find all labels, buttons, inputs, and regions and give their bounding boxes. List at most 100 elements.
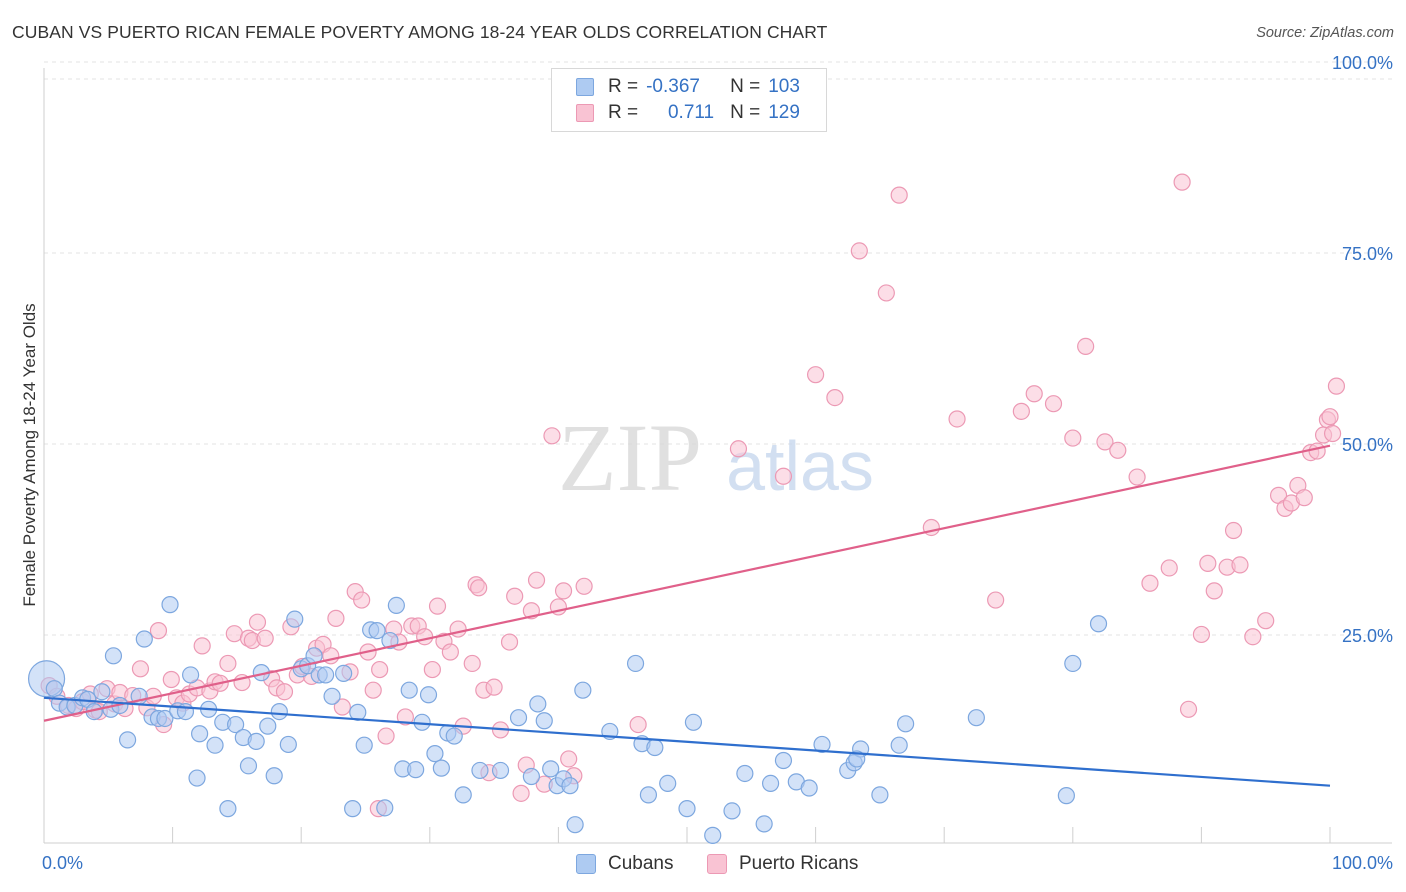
cuban-point-99 [1057, 787, 1075, 805]
pr-point-97 [1044, 395, 1063, 413]
cuban-point-81 [678, 800, 696, 818]
pr-point-23 [193, 637, 211, 655]
pr-point-102 [1128, 468, 1146, 486]
cuban-point-55 [407, 761, 425, 779]
chart-source: Source: ZipAtlas.com [1256, 25, 1394, 41]
cuban-point-61 [445, 727, 463, 745]
cuban-point-34 [265, 767, 283, 785]
pr-point-60 [428, 597, 447, 615]
cuban-point-49 [368, 622, 386, 640]
pr-point-73 [506, 587, 524, 605]
pr-point-28 [225, 625, 243, 643]
cuban-point-37 [286, 610, 304, 628]
cuban-point-82 [684, 713, 703, 731]
cuban-point-44 [335, 664, 353, 682]
cuban-point-74 [574, 681, 592, 699]
pr-point-95 [1012, 402, 1030, 420]
cuban-point-78 [639, 786, 658, 804]
cuban-point-25 [206, 736, 224, 754]
cuban-point-97 [897, 715, 915, 733]
pr-n-label: N = [730, 102, 761, 123]
y-axis-label: Female Poverty Among 18-24 Year Olds [20, 303, 39, 607]
cuban-point-102 [848, 750, 866, 768]
pr-r-label: R = [608, 102, 639, 123]
pr-point-65 [463, 654, 481, 673]
cuban-point-10 [104, 647, 123, 665]
bottom-cubans-swatch [576, 854, 596, 874]
cuban-point-17 [156, 709, 174, 728]
cuban-point-47 [355, 736, 373, 754]
cuban-point-14 [135, 630, 153, 648]
cuban-point-80 [659, 774, 677, 793]
cuban-point-68 [535, 712, 553, 730]
pr-point-126 [1327, 377, 1346, 395]
x-tick-label-max: 100.0% [1332, 853, 1393, 873]
pr-point-62 [441, 643, 459, 661]
cuban-point-66 [522, 767, 540, 786]
cuban-point-51 [381, 631, 399, 650]
x-tick-label-min: 0.0% [42, 853, 83, 873]
cuban-point-59 [432, 759, 450, 777]
pr-point-48 [353, 591, 371, 609]
pr-point-36 [275, 683, 294, 701]
bottom-legend-cubans: Cubans [576, 851, 674, 877]
cuban-point-100 [1064, 654, 1082, 673]
cuban-point-52 [387, 596, 405, 614]
cubans-swatch [576, 78, 594, 96]
bottom-pr-label: Puerto Ricans [739, 853, 859, 874]
pr-regression-line [43, 444, 1331, 722]
pr-point-70 [485, 678, 503, 696]
pr-point-87 [806, 366, 825, 384]
pr-point-93 [948, 410, 966, 428]
cubans-n-label: N = [730, 76, 761, 97]
pr-point-67 [470, 579, 488, 597]
pr-point-44 [327, 609, 345, 627]
pr-point-33 [256, 629, 274, 647]
pr-point-88 [826, 388, 844, 407]
pr-r-value: 0.711 [667, 102, 715, 123]
cuban-point-83 [704, 826, 722, 844]
cuban-point-84 [723, 802, 741, 820]
cuban-point-63 [471, 761, 489, 780]
pr-point-128 [560, 750, 578, 768]
pr-point-81 [554, 582, 573, 600]
watermark-zip: ZIP [558, 404, 702, 511]
pr-point-79 [543, 427, 561, 445]
pr-point-59 [423, 660, 441, 679]
chart-title: CUBAN VS PUERTO RICAN FEMALE POVERTY AMO… [12, 22, 828, 42]
pr-point-96 [1025, 385, 1043, 403]
y-tick-label-25: 25.0% [1342, 626, 1393, 646]
cuban-point-73 [566, 816, 584, 834]
cuban-point-69 [542, 760, 560, 778]
pr-point-124 [1321, 408, 1339, 426]
pr-point-114 [1257, 612, 1275, 630]
cuban-regression-line [43, 696, 1331, 787]
axes [43, 68, 1392, 844]
cuban-point-72 [561, 777, 579, 795]
y-tick-label-100: 100.0% [1332, 53, 1393, 73]
pr-point-77 [527, 571, 546, 589]
pr-point-55 [396, 708, 414, 726]
pr-point-63 [449, 620, 467, 638]
pr-point-85 [729, 440, 748, 458]
cubans-r-value: -0.367 [646, 76, 700, 97]
cuban-point-90 [800, 779, 818, 797]
cuban-point-85 [736, 764, 754, 783]
cuban-point-27 [219, 800, 237, 818]
cuban-point-20 [176, 702, 195, 721]
cuban-point-54 [400, 681, 418, 699]
cuban-point-45 [344, 800, 362, 818]
cuban-point-57 [419, 686, 438, 704]
pr-point-99 [1077, 337, 1095, 355]
bottom-legend-puerto-ricans: Puerto Ricans [707, 851, 858, 877]
cuban-point-65 [509, 709, 528, 727]
cuban-point-22 [188, 769, 206, 787]
cuban-point-87 [761, 774, 780, 793]
puerto-ricans-swatch [576, 104, 594, 122]
cuban-point-18 [161, 596, 179, 614]
pr-point-109 [1205, 582, 1223, 600]
cuban-point-58 [426, 745, 444, 763]
pr-point-86 [774, 467, 793, 485]
cuban-point-96 [890, 736, 908, 754]
